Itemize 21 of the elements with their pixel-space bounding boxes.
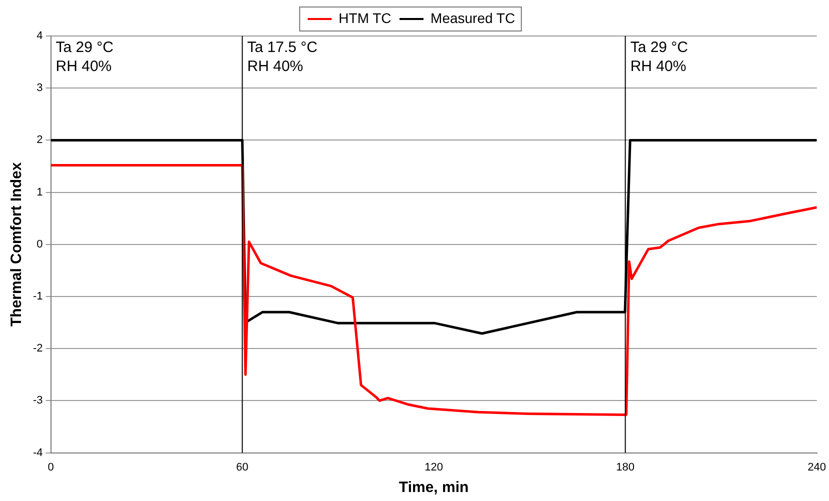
y-tick-label: 1	[36, 186, 43, 198]
y-tick-label: 0	[36, 238, 43, 250]
x-tick-label: 180	[616, 461, 634, 474]
y-tick-label: -3	[33, 394, 43, 407]
annotation: Ta 29 °C RH 40%	[56, 39, 114, 76]
x-tick-label: 240	[808, 461, 826, 474]
y-tick-label: -2	[33, 342, 43, 355]
ref-line-label: Ta 17.5 °C RH 40%	[247, 39, 318, 76]
y-tick-label: -1	[33, 290, 43, 303]
x-axis-title: Time, min	[398, 479, 469, 496]
legend-label: HTM TC	[338, 10, 392, 26]
legend-label: Measured TC	[430, 10, 516, 26]
y-tick-label: 4	[36, 30, 43, 42]
x-tick-label: 120	[424, 461, 443, 474]
x-tick-label: 60	[236, 461, 248, 474]
x-tick-label: 0	[48, 461, 54, 474]
y-tick-label: -4	[33, 446, 43, 459]
y-tick-label: 2	[36, 134, 43, 146]
y-tick-label: 3	[36, 82, 43, 94]
ref-line-label: Ta 29 °C RH 40%	[630, 39, 688, 76]
y-axis-title: Thermal Comfort Index	[8, 162, 26, 326]
